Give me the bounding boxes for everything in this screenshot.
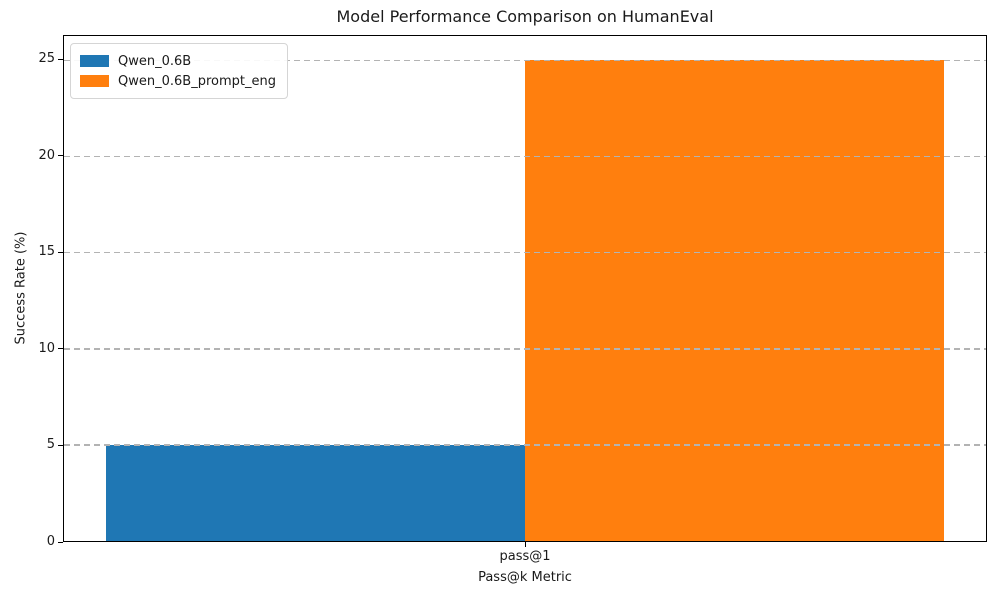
y-tick-mark-10	[58, 348, 63, 350]
chart-title: Model Performance Comparison on HumanEva…	[336, 7, 714, 26]
y-tick-mark-0	[58, 541, 63, 543]
legend-swatch-Qwen_0.6B_prompt_eng	[80, 75, 109, 87]
legend-item-Qwen_0.6B: Qwen_0.6B	[80, 51, 276, 71]
y-tick-label-0: 0	[46, 534, 55, 549]
y-tick-label-20: 20	[38, 147, 55, 163]
bar-Qwen_0.6B_prompt_eng	[525, 60, 945, 541]
y-tick-mark-20	[58, 155, 63, 157]
x-tick-mark-pass@1	[525, 542, 526, 547]
x-axis-label: Pass@k Metric	[478, 570, 572, 585]
legend-swatch-Qwen_0.6B	[80, 55, 109, 67]
y-tick-label-10: 10	[38, 340, 55, 356]
gridline-y-10	[64, 348, 986, 350]
gridline-y-5	[64, 444, 986, 446]
y-tick-label-25: 25	[38, 51, 55, 67]
y-tick-label-15: 15	[38, 244, 55, 260]
y-tick-mark-5	[58, 444, 63, 446]
plot-area: Qwen_0.6B Qwen_0.6B_prompt_eng	[63, 35, 987, 542]
legend: Qwen_0.6B Qwen_0.6B_prompt_eng	[70, 43, 288, 99]
y-tick-label-5: 5	[46, 437, 55, 453]
legend-item-Qwen_0.6B_prompt_eng: Qwen_0.6B_prompt_eng	[80, 71, 276, 91]
gridline-y-20	[64, 155, 986, 158]
legend-label-Qwen_0.6B_prompt_eng: Qwen_0.6B_prompt_eng	[118, 73, 276, 89]
x-tick-label-pass@1: pass@1	[499, 549, 551, 564]
bar-Qwen_0.6B	[105, 444, 525, 541]
legend-items: Qwen_0.6B Qwen_0.6B_prompt_eng	[80, 51, 276, 91]
gridline-y-15	[64, 252, 986, 254]
y-tick-mark-25	[58, 58, 63, 60]
y-tick-mark-15	[58, 251, 63, 253]
gridline-y-25	[64, 59, 986, 62]
legend-label-Qwen_0.6B: Qwen_0.6B	[118, 53, 192, 69]
